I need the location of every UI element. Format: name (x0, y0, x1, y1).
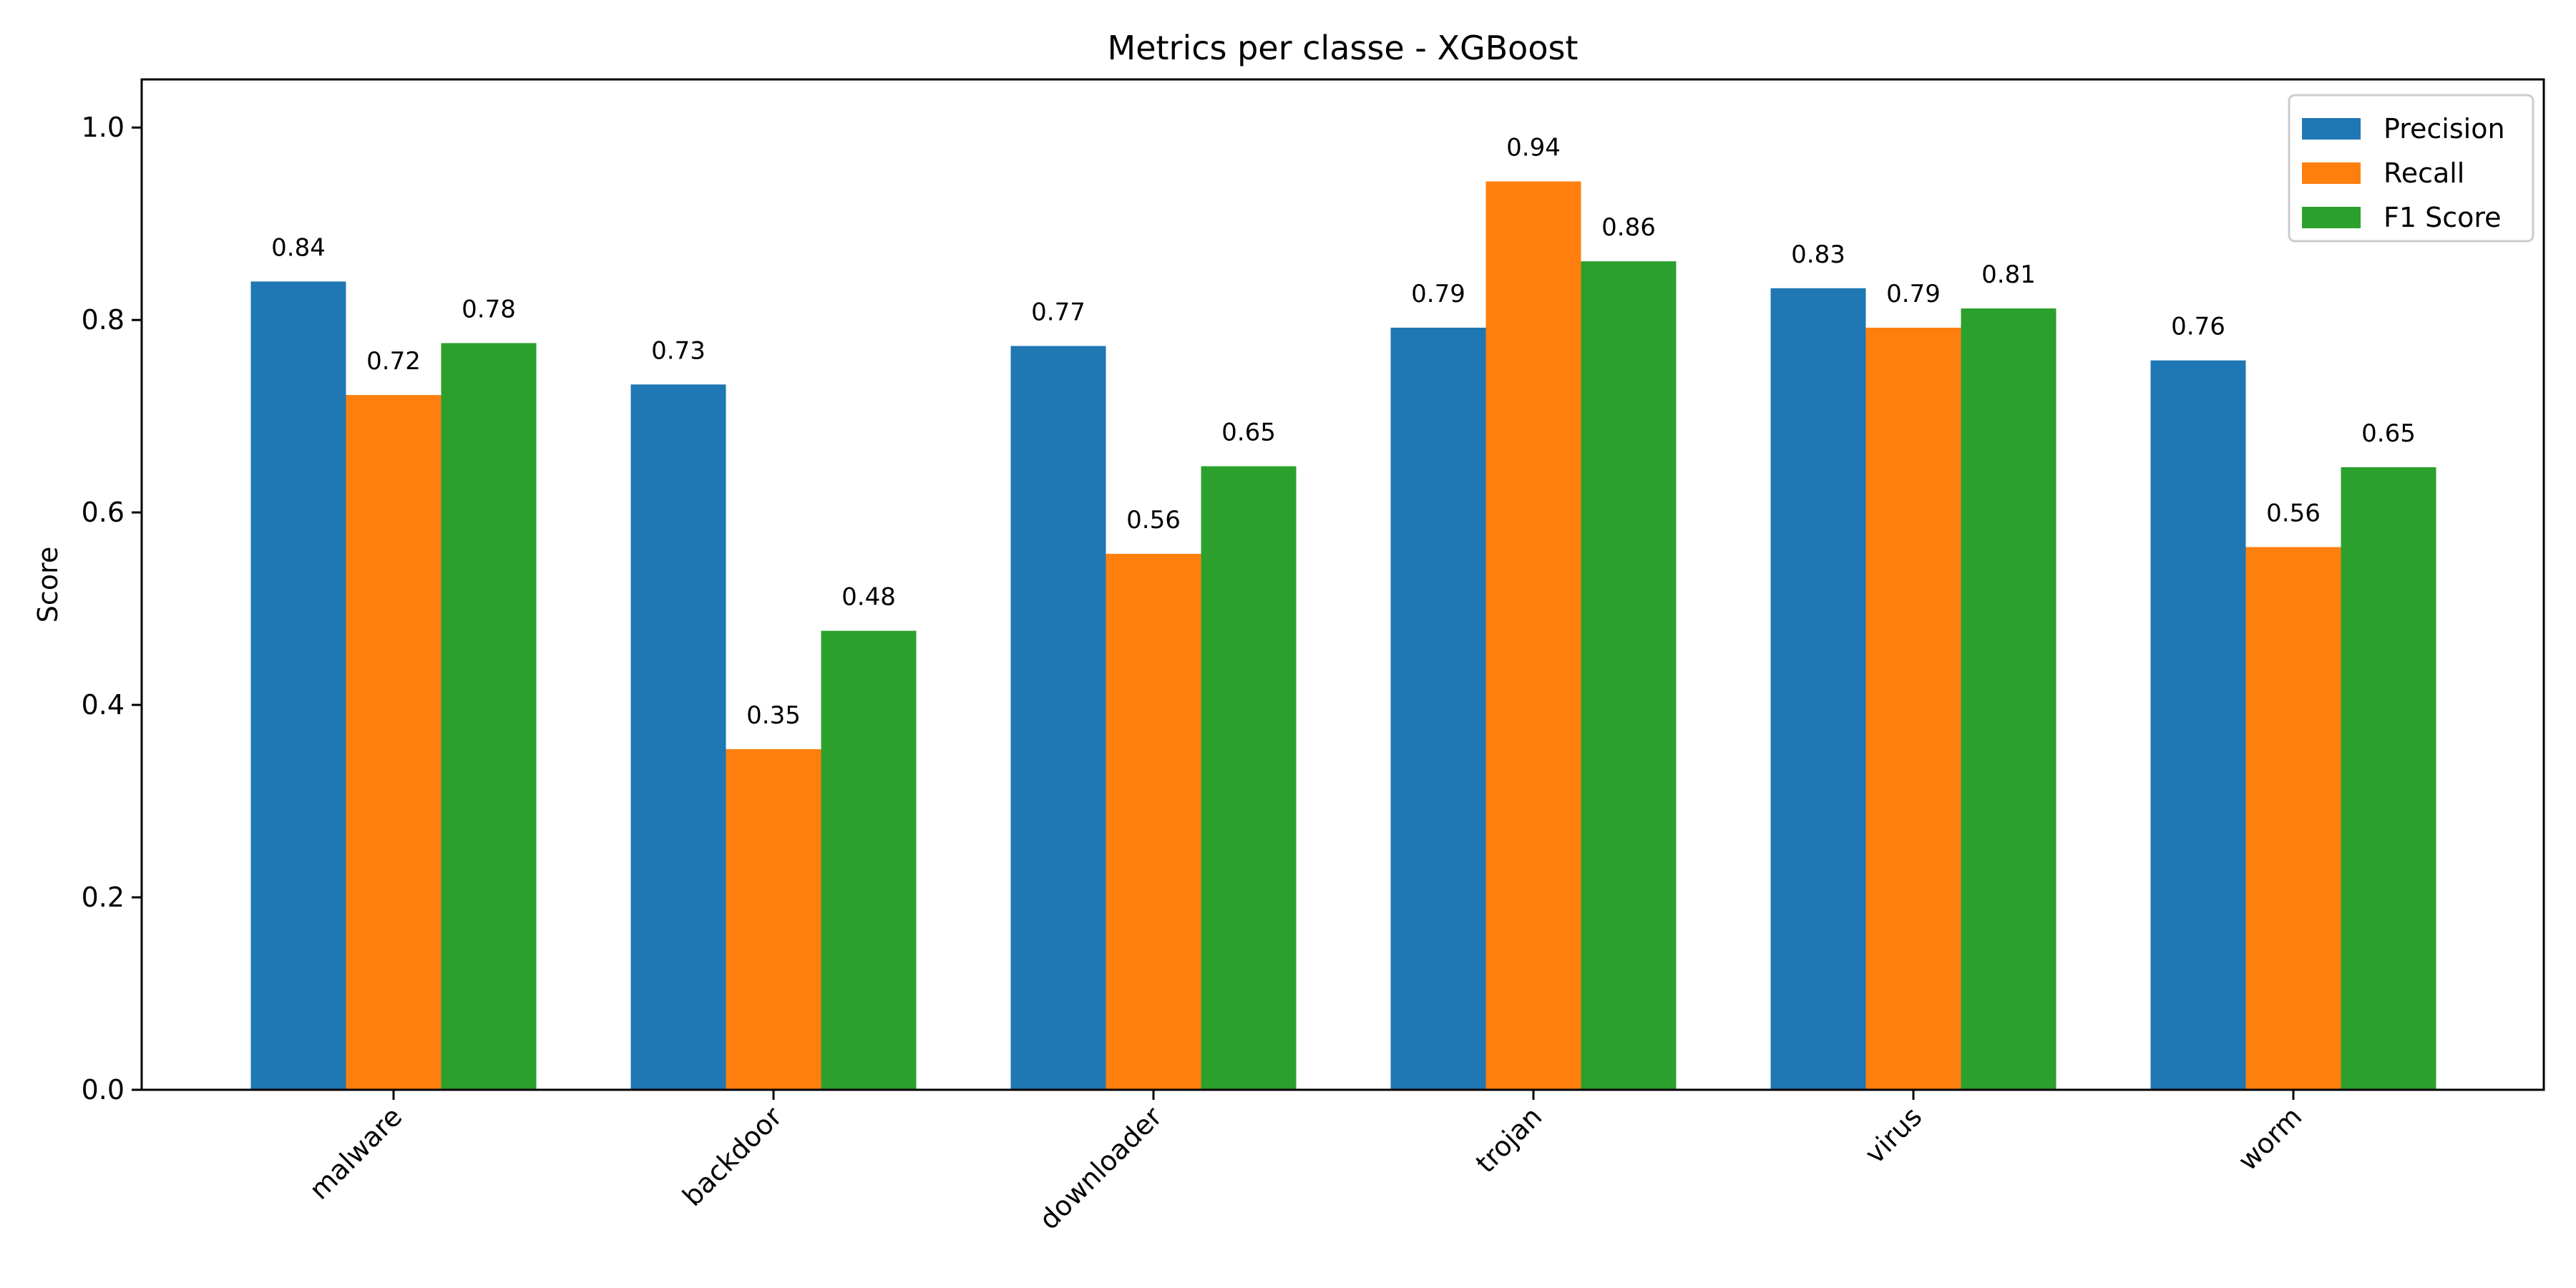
legend-swatch (2302, 118, 2361, 140)
x-tick-label: trojan (1470, 1101, 1548, 1179)
bar-f1-score-trojan (1581, 261, 1677, 1090)
bar-f1-score-virus (1961, 308, 2057, 1090)
bar-recall-backdoor (726, 748, 821, 1090)
value-label: 0.78 (462, 295, 516, 323)
value-label: 0.79 (1886, 280, 1941, 308)
value-label: 0.35 (746, 701, 801, 730)
value-label: 0.79 (1411, 280, 1465, 308)
value-label: 0.56 (2266, 499, 2321, 528)
legend-swatch (2302, 207, 2361, 228)
bar-recall-trojan (1485, 181, 1581, 1090)
bar-f1-score-malware (441, 343, 537, 1091)
bar-recall-downloader (1106, 553, 1201, 1090)
value-label: 0.84 (271, 233, 326, 262)
bar-precision-worm (2150, 360, 2246, 1090)
value-label: 0.81 (1981, 260, 2036, 289)
value-label: 0.72 (366, 347, 421, 376)
bar-f1-score-downloader (1201, 466, 1297, 1090)
value-label: 0.77 (1031, 298, 1085, 326)
bar-recall-virus (1865, 327, 1961, 1090)
y-axis-label: Score (32, 547, 64, 623)
value-label: 0.65 (2361, 419, 2416, 448)
value-label: 0.73 (651, 336, 706, 365)
y-tick-label: 0.2 (82, 882, 125, 913)
bars-layer (250, 181, 2436, 1091)
bar-precision-backdoor (630, 384, 726, 1090)
x-tick-label: backdoor (676, 1101, 788, 1212)
value-label: 0.76 (2171, 313, 2225, 341)
x-axis: malware backdoor downloader trojan virus worm (303, 1090, 2308, 1236)
bar-f1-score-backdoor (821, 630, 917, 1090)
y-tick-label: 0.4 (82, 689, 125, 721)
value-label: 0.56 (1126, 506, 1181, 535)
y-tick-label: 0.6 (82, 497, 125, 528)
y-tick-label: 0.0 (82, 1074, 125, 1106)
legend-swatch (2302, 162, 2361, 184)
x-tick-label: virus (1859, 1101, 1928, 1170)
plot-frame (140, 78, 2545, 1091)
legend: Precision Recall F1 Score (2288, 94, 2534, 243)
legend-entry: Precision (2384, 113, 2505, 145)
value-label: 0.83 (1791, 240, 1845, 269)
value-label: 0.65 (1221, 419, 1276, 447)
bar-recall-malware (346, 395, 441, 1090)
y-tick-label: 1.0 (82, 112, 125, 143)
x-tick-label: malware (303, 1101, 409, 1206)
bar-precision-malware (250, 281, 346, 1090)
x-tick-label: downloader (1033, 1101, 1169, 1236)
bar-precision-virus (1770, 288, 1866, 1090)
bar-precision-trojan (1390, 327, 1486, 1090)
x-tick-label: worm (2232, 1101, 2308, 1176)
y-axis: 0.0 0.2 0.4 0.6 0.8 1.0 (82, 112, 142, 1106)
value-label: 0.94 (1506, 134, 1561, 162)
value-labels-layer: 0.84 0.72 0.78 0.73 0.35 0.48 0.77 0.56 0.65 0.79… (271, 134, 2416, 730)
chart-title: Metrics per classe - XGBoost (1108, 29, 1579, 67)
y-tick-label: 0.8 (82, 304, 125, 336)
bar-f1-score-worm (2341, 467, 2436, 1090)
value-label: 0.48 (841, 583, 896, 612)
legend-entry: Recall (2384, 157, 2464, 189)
bar-precision-downloader (1010, 346, 1106, 1091)
value-label: 0.86 (1601, 213, 1656, 242)
legend-entry: F1 Score (2384, 202, 2502, 233)
bar-recall-worm (2245, 547, 2341, 1090)
